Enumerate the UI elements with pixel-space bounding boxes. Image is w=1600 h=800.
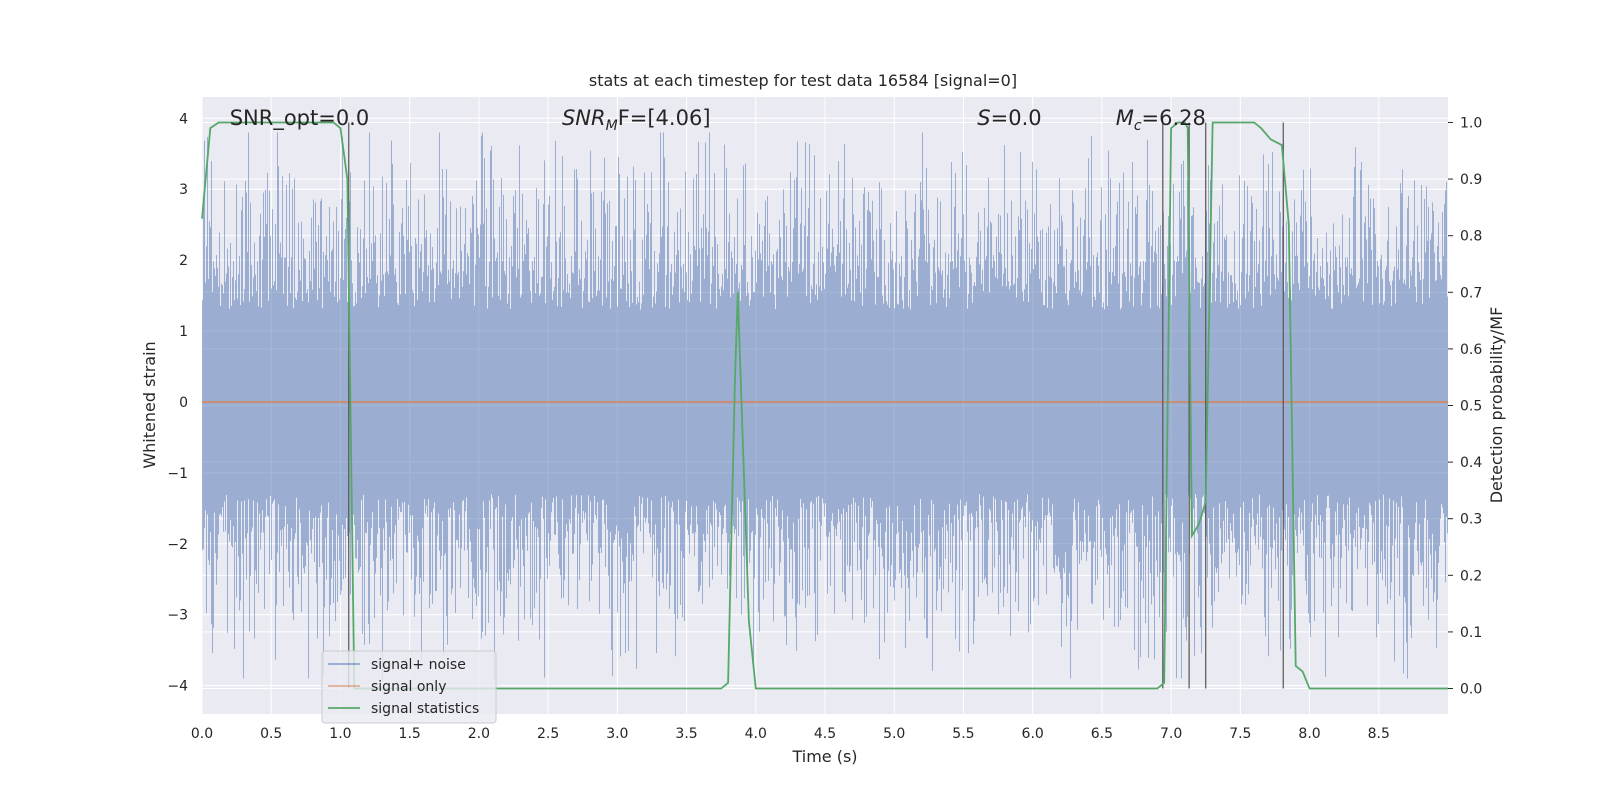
x-tick-label: 1.0 xyxy=(329,726,351,742)
x-tick-label: 8.5 xyxy=(1368,726,1390,742)
x-tick-label: 7.0 xyxy=(1160,726,1182,742)
x-tick-label: 3.0 xyxy=(606,726,628,742)
x-axis-label: Time (s) xyxy=(791,747,857,766)
annotation: SNRMF=[4.06] xyxy=(562,106,711,134)
y2-tick-label: 0.9 xyxy=(1460,172,1482,188)
x-tick-label: 2.5 xyxy=(537,726,559,742)
x-tick-label: 1.5 xyxy=(399,726,421,742)
y2-tick-label: 1.0 xyxy=(1460,115,1482,131)
x-tick-label: 6.5 xyxy=(1091,726,1113,742)
x-tick-label: 3.5 xyxy=(675,726,697,742)
y2-tick-label: 0.8 xyxy=(1460,229,1482,245)
y-tick-label: 4 xyxy=(179,111,188,127)
y2-axis-label: Detection probability/MF xyxy=(1487,307,1506,504)
legend-box xyxy=(321,650,497,724)
x-tick-label: 2.0 xyxy=(468,726,490,742)
y-tick-label: 2 xyxy=(179,253,188,269)
y2-tick-label: 0.2 xyxy=(1460,568,1482,584)
chart-title: stats at each timestep for test data 165… xyxy=(589,71,1017,90)
legend-label-signal-only: signal only xyxy=(371,679,446,695)
y2-tick-label: 0.0 xyxy=(1460,682,1482,698)
y-tick-label: −2 xyxy=(167,537,188,553)
y2-tick-label: 0.3 xyxy=(1460,512,1482,528)
y2-tick-label: 0.6 xyxy=(1460,342,1482,358)
y-tick-label: −1 xyxy=(167,466,188,482)
x-tick-label: 0.5 xyxy=(260,726,282,742)
x-tick-labels: 0.0 0.5 1.0 1.5 2.0 2.5 3.0 3.5 4.0 4.5 5.0 5.5 6.0 6… xyxy=(191,726,1390,742)
y2-tick-labels: 1.0 0.9 0.8 0.7 0.6 0.5 0.4 0.3 0.2 0.1 0.0 xyxy=(1448,115,1482,698)
x-tick-label: 4.0 xyxy=(745,726,767,742)
x-tick-label: 5.5 xyxy=(952,726,974,742)
y2-tick-label: 0.4 xyxy=(1460,455,1482,471)
annotation: SNR_opt=0.0 xyxy=(230,106,370,131)
legend-label-noise: signal+ noise xyxy=(371,657,466,673)
y-tick-labels: 4 3 2 1 0 −1 −2 −3 −4 xyxy=(167,111,188,694)
x-tick-label: 7.5 xyxy=(1229,726,1251,742)
x-tick-label: 0.0 xyxy=(191,726,213,742)
y-tick-label: 3 xyxy=(179,182,188,198)
x-tick-label: 6.0 xyxy=(1022,726,1044,742)
y2-tick-label: 0.1 xyxy=(1460,625,1482,641)
annotations: SNR_opt=0.0 SNRMF=[4.06] S=0.0 Mc=6.28 xyxy=(230,106,1206,134)
y-tick-label: −4 xyxy=(167,679,188,695)
y2-tick-label: 0.7 xyxy=(1460,285,1482,301)
y-tick-label: 0 xyxy=(179,395,188,411)
y-tick-label: −3 xyxy=(167,608,188,624)
x-tick-label: 8.0 xyxy=(1298,726,1320,742)
y2-tick-label: 0.5 xyxy=(1460,399,1482,415)
y-axis-label: Whitened strain xyxy=(140,341,159,468)
legend: signal+ noise signal only signal statist… xyxy=(321,650,497,724)
y-tick-label: 1 xyxy=(179,324,188,340)
legend-label-statistics: signal statistics xyxy=(371,701,479,717)
x-tick-label: 5.0 xyxy=(883,726,905,742)
annotation: S=0.0 xyxy=(977,106,1041,130)
annotation: Mc=6.28 xyxy=(1116,106,1206,134)
x-tick-label: 4.5 xyxy=(814,726,836,742)
